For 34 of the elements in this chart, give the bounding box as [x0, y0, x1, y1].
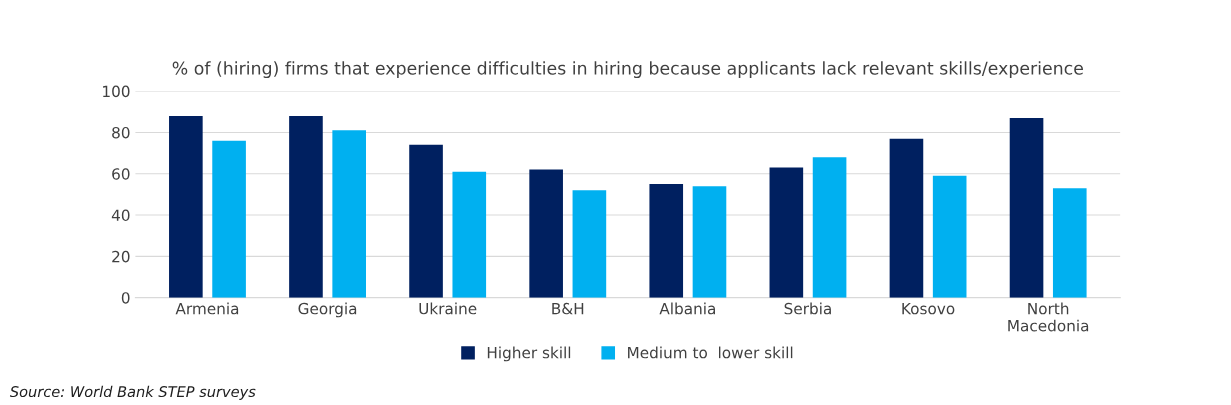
bar — [452, 171, 487, 298]
x-tick-label: Albania — [659, 302, 715, 315]
chart-title: % of (hiring) firms that experience difficulties in hiring because applicants lack relevant skills/experience — [172, 61, 1083, 79]
y-tick-label: 60 — [112, 168, 130, 180]
bar — [692, 186, 727, 298]
bar — [932, 175, 967, 298]
bar — [769, 167, 804, 298]
x-tick-label: Serbia — [784, 302, 831, 315]
bar — [212, 140, 246, 298]
y-tick-label: 100 — [103, 85, 130, 98]
bar — [889, 138, 924, 298]
bar — [529, 169, 563, 298]
x-tick-label: Ukraine — [419, 302, 477, 315]
legend-label: Higher skill — [487, 346, 571, 362]
x-tick-label: B&H — [552, 302, 584, 315]
bar — [289, 115, 323, 298]
y-tick-label: 0 — [121, 292, 130, 304]
bar — [649, 184, 684, 298]
x-tick-label: Armenia — [175, 302, 239, 315]
bar — [169, 115, 203, 298]
x-tick-label: Georgia — [298, 302, 357, 318]
y-tick-label: 20 — [112, 250, 130, 263]
bar — [1009, 117, 1044, 298]
bar — [332, 130, 366, 298]
x-tick-label: North Macedonia — [1008, 302, 1089, 332]
x-tick-label: Kosovo — [902, 303, 955, 315]
y-tick-label: 80 — [112, 126, 130, 139]
bar — [1052, 188, 1087, 298]
bar — [812, 157, 847, 298]
y-tick-label: 40 — [111, 209, 130, 222]
bar — [572, 190, 607, 298]
bar — [409, 144, 443, 298]
legend-label: Medium to lower skill — [628, 346, 793, 359]
source-note: Source: World Bank STEP surveys — [9, 385, 256, 400]
